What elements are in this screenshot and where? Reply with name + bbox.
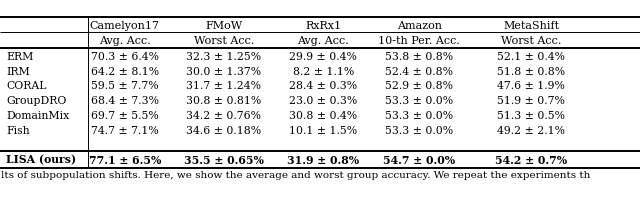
Text: 59.5 ± 7.7%: 59.5 ± 7.7% (91, 81, 159, 91)
Text: Avg. Acc.: Avg. Acc. (298, 36, 349, 46)
Text: CORAL: CORAL (6, 81, 47, 91)
Text: 52.1 ± 0.4%: 52.1 ± 0.4% (497, 52, 565, 61)
Text: 10-th Per. Acc.: 10-th Per. Acc. (378, 36, 460, 46)
Text: 35.5 ± 0.65%: 35.5 ± 0.65% (184, 154, 264, 165)
Text: 49.2 ± 2.1%: 49.2 ± 2.1% (497, 125, 565, 135)
Text: 34.6 ± 0.18%: 34.6 ± 0.18% (186, 125, 262, 135)
Text: MetaShift: MetaShift (503, 21, 559, 31)
Text: 69.7 ± 5.5%: 69.7 ± 5.5% (91, 110, 159, 120)
Text: 32.3 ± 1.25%: 32.3 ± 1.25% (186, 52, 262, 61)
Text: IRM: IRM (6, 66, 30, 76)
Text: GroupDRO: GroupDRO (6, 96, 67, 106)
Text: 70.3 ± 6.4%: 70.3 ± 6.4% (91, 52, 159, 61)
Text: RxRx1: RxRx1 (305, 21, 341, 31)
Text: 10.1 ± 1.5%: 10.1 ± 1.5% (289, 125, 357, 135)
Text: 51.8 ± 0.8%: 51.8 ± 0.8% (497, 66, 565, 76)
Text: 8.2 ± 1.1%: 8.2 ± 1.1% (292, 66, 354, 76)
Text: 31.9 ± 0.8%: 31.9 ± 0.8% (287, 154, 359, 165)
Text: 54.7 ± 0.0%: 54.7 ± 0.0% (383, 154, 455, 165)
Text: 52.9 ± 0.8%: 52.9 ± 0.8% (385, 81, 453, 91)
Text: 28.4 ± 0.3%: 28.4 ± 0.3% (289, 81, 357, 91)
Text: lts of subpopulation shifts. Here, we show the average and worst group accuracy.: lts of subpopulation shifts. Here, we sh… (1, 170, 591, 179)
Text: 54.2 ± 0.7%: 54.2 ± 0.7% (495, 154, 567, 165)
Text: 64.2 ± 8.1%: 64.2 ± 8.1% (91, 66, 159, 76)
Text: Fish: Fish (6, 125, 30, 135)
Text: 53.3 ± 0.0%: 53.3 ± 0.0% (385, 110, 453, 120)
Text: 51.3 ± 0.5%: 51.3 ± 0.5% (497, 110, 565, 120)
Text: Worst Acc.: Worst Acc. (501, 36, 561, 46)
Text: 68.4 ± 7.3%: 68.4 ± 7.3% (91, 96, 159, 106)
Text: Camelyon17: Camelyon17 (90, 21, 160, 31)
Text: FMoW: FMoW (205, 21, 243, 31)
Text: 29.9 ± 0.4%: 29.9 ± 0.4% (289, 52, 357, 61)
Text: 30.8 ± 0.4%: 30.8 ± 0.4% (289, 110, 357, 120)
Text: DomainMix: DomainMix (6, 110, 70, 120)
Text: 31.7 ± 1.24%: 31.7 ± 1.24% (186, 81, 262, 91)
Text: 34.2 ± 0.76%: 34.2 ± 0.76% (186, 110, 262, 120)
Text: 47.6 ± 1.9%: 47.6 ± 1.9% (497, 81, 565, 91)
Text: Worst Acc.: Worst Acc. (194, 36, 254, 46)
Text: 74.7 ± 7.1%: 74.7 ± 7.1% (91, 125, 159, 135)
Text: 30.0 ± 1.37%: 30.0 ± 1.37% (186, 66, 262, 76)
Text: 23.0 ± 0.3%: 23.0 ± 0.3% (289, 96, 357, 106)
Text: 51.9 ± 0.7%: 51.9 ± 0.7% (497, 96, 565, 106)
Text: 52.4 ± 0.8%: 52.4 ± 0.8% (385, 66, 453, 76)
Text: 53.3 ± 0.0%: 53.3 ± 0.0% (385, 125, 453, 135)
Text: Amazon: Amazon (397, 21, 442, 31)
Text: 53.3 ± 0.0%: 53.3 ± 0.0% (385, 96, 453, 106)
Text: 53.8 ± 0.8%: 53.8 ± 0.8% (385, 52, 453, 61)
Text: Avg. Acc.: Avg. Acc. (99, 36, 150, 46)
Text: 77.1 ± 6.5%: 77.1 ± 6.5% (88, 154, 161, 165)
Text: ERM: ERM (6, 52, 34, 61)
Text: LISA (ours): LISA (ours) (6, 154, 77, 165)
Text: 30.8 ± 0.81%: 30.8 ± 0.81% (186, 96, 262, 106)
